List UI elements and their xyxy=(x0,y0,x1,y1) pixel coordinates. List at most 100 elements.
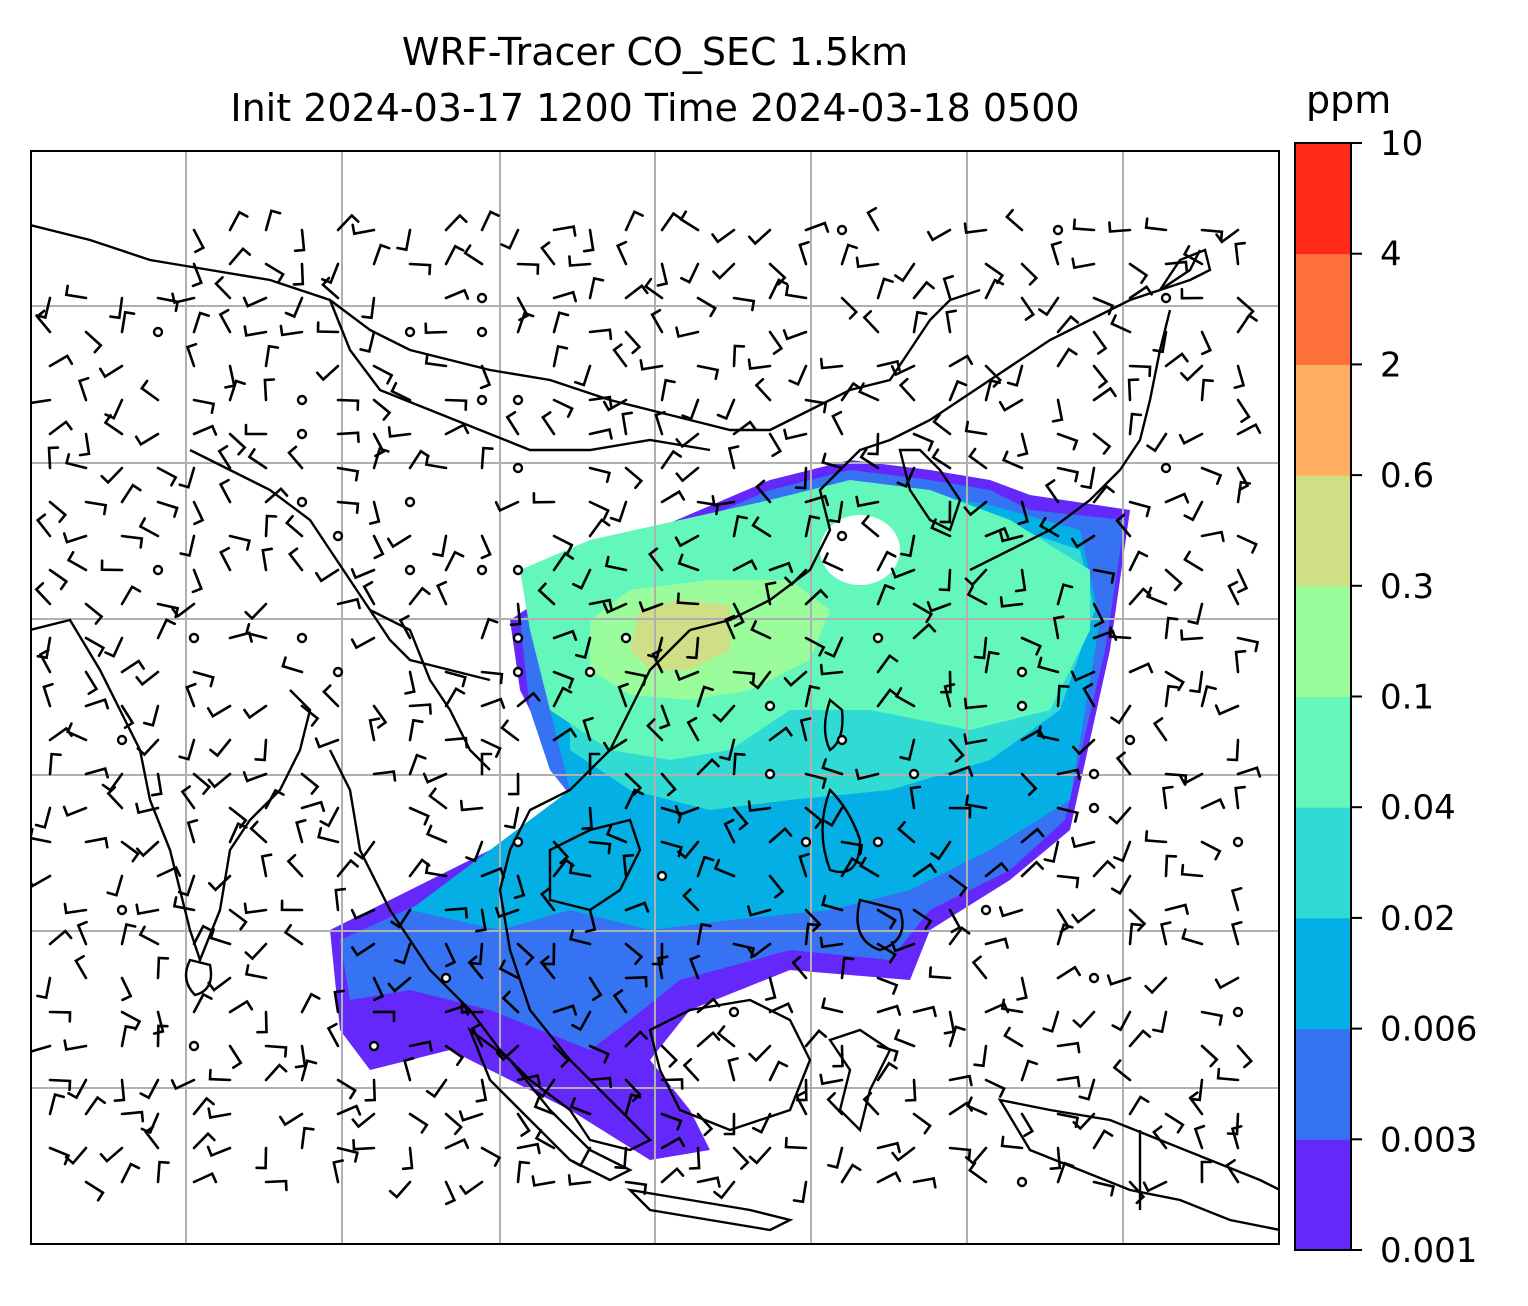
wind-barb xyxy=(500,719,520,742)
wind-barb xyxy=(228,534,251,551)
wind-barb xyxy=(444,687,466,708)
calm-circle xyxy=(872,632,884,644)
wind-barb xyxy=(480,1146,502,1167)
wind-barb xyxy=(612,989,628,1014)
wind-barb xyxy=(364,1078,377,1102)
wind-barb xyxy=(387,976,412,993)
wind-barb xyxy=(372,364,394,385)
colorbar-tick-label: 0.3 xyxy=(1380,567,1434,607)
wind-barb xyxy=(243,325,268,337)
colorbar: 0.001 0.003 0.006 0.02 0.04 0.1 0.3 0.6 2 4 10 xyxy=(1294,124,1477,1271)
wind-barb xyxy=(890,567,916,579)
wind-barb xyxy=(948,874,968,897)
wind-barb xyxy=(228,246,252,266)
wind-barb xyxy=(1020,860,1044,878)
wind-barb xyxy=(943,683,956,708)
wind-barb xyxy=(552,225,577,237)
wind-barb xyxy=(1200,228,1224,242)
calm-circle xyxy=(656,870,668,882)
wind-barb xyxy=(624,283,649,300)
korea xyxy=(898,448,962,532)
wind-barb xyxy=(965,1096,988,1116)
wind-barb xyxy=(480,617,499,640)
wind-barb xyxy=(832,1044,844,1068)
calm-circle xyxy=(1088,768,1100,780)
wind-barb xyxy=(1056,583,1074,606)
wind-barb xyxy=(264,209,282,232)
wind-barb xyxy=(588,752,601,776)
wind-barb xyxy=(716,398,736,421)
wind-barb xyxy=(984,364,1003,388)
wind-barb xyxy=(480,738,502,758)
wind-barb xyxy=(588,1044,611,1064)
calm-circle xyxy=(476,394,488,406)
wind-barb xyxy=(999,530,1024,543)
calm-circle xyxy=(1088,802,1100,814)
wind-barb xyxy=(826,1092,844,1116)
wind-barb xyxy=(1071,836,1096,849)
wind-barb xyxy=(948,354,974,368)
wind-barb xyxy=(120,310,136,334)
wind-barb xyxy=(840,856,862,878)
wind-barb xyxy=(295,819,307,844)
wind-barb xyxy=(828,500,844,524)
wind-barb xyxy=(192,398,216,414)
wind-barb xyxy=(444,213,468,232)
wind-barb xyxy=(62,805,88,817)
wind-barb xyxy=(788,364,808,387)
wind-barb xyxy=(712,704,736,723)
wind-barb xyxy=(572,568,592,590)
wind-barb xyxy=(336,431,360,444)
wind-barb xyxy=(286,853,304,878)
wind-barb xyxy=(1230,1125,1243,1150)
wind-barb xyxy=(967,447,988,470)
northern-border xyxy=(30,223,981,432)
india-coast xyxy=(30,618,312,964)
wind-barb xyxy=(552,670,575,689)
calm-circle xyxy=(800,836,812,848)
wind-barb xyxy=(264,1044,288,1058)
wind-barb xyxy=(747,942,772,958)
wind-barb xyxy=(1200,378,1214,402)
wind-barb xyxy=(156,956,170,980)
wind-barb xyxy=(677,840,700,860)
wind-barb xyxy=(84,330,103,354)
wind-barb xyxy=(139,379,160,402)
wind-barb xyxy=(588,840,612,855)
wind-barb xyxy=(156,1024,169,1048)
colorbar-tick-label: 10 xyxy=(1380,124,1423,164)
wind-barb xyxy=(966,585,988,606)
wind-barb xyxy=(142,704,160,727)
wind-barb xyxy=(686,716,700,742)
wind-barb xyxy=(948,926,971,946)
wind-barb xyxy=(139,1078,160,1100)
calm-circle xyxy=(476,326,488,338)
wind-barb xyxy=(1072,1010,1096,1029)
calm-circle xyxy=(908,768,920,780)
wind-barb xyxy=(624,1180,648,1195)
wind-barb xyxy=(1092,364,1109,389)
wind-barb xyxy=(336,213,360,232)
wind-barb xyxy=(444,1180,457,1206)
wind-barb xyxy=(1092,484,1115,504)
wind-barb xyxy=(1049,1146,1062,1170)
wind-barb xyxy=(1092,296,1115,316)
calm-circle xyxy=(476,564,488,576)
wind-barb xyxy=(713,1180,736,1200)
wind-barb xyxy=(120,1024,136,1048)
japan xyxy=(969,309,1172,572)
wind-barb xyxy=(1092,1129,1114,1150)
wind-barb xyxy=(931,448,952,470)
wind-barb xyxy=(1056,466,1080,483)
wind-barb xyxy=(467,955,484,980)
colorbar-frame xyxy=(1294,142,1352,1251)
wind-barb xyxy=(294,1044,307,1069)
calm-circle xyxy=(476,292,488,304)
calm-circle xyxy=(1088,972,1100,984)
wind-barb xyxy=(1080,466,1096,490)
wind-barb xyxy=(300,772,320,795)
wind-barb xyxy=(244,602,268,621)
wind-barb xyxy=(243,704,268,720)
wind-barb xyxy=(552,686,573,708)
wind-barb xyxy=(571,1146,592,1168)
